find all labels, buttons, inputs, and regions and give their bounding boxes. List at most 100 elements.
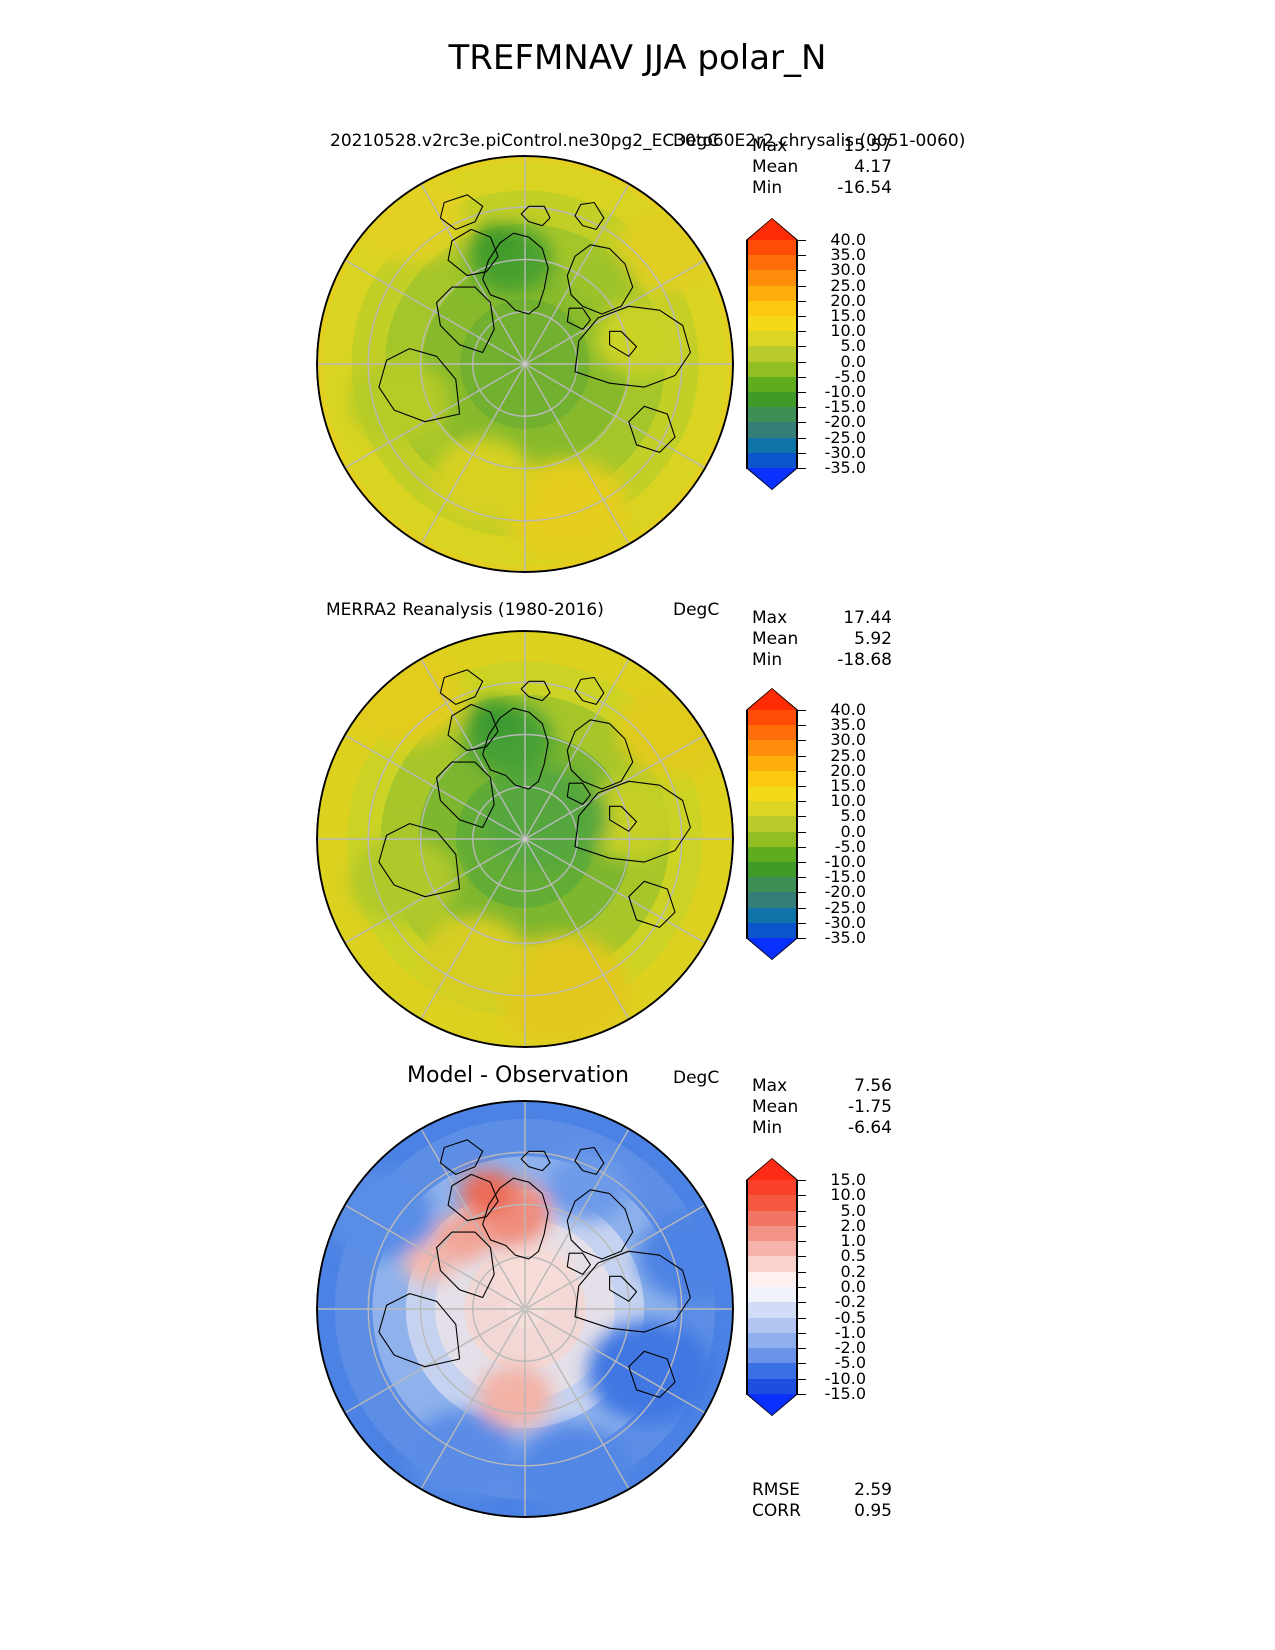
stat-row: Min -16.54 bbox=[752, 178, 892, 199]
panel-model-units: DegC bbox=[673, 131, 720, 151]
colorbar-model: 40.0 35.0 30.0 25.0 20.0 15.0 10.0 5.0 0.0 -5.0 -1… bbox=[746, 218, 866, 490]
colorbar-tick-mark bbox=[798, 437, 806, 439]
panel-difference-metrics: RMSE 2.59 CORR 0.95 bbox=[752, 1480, 892, 1522]
colorbar-tick-mark bbox=[798, 862, 806, 863]
colorbar-tick-mark bbox=[798, 1317, 806, 1319]
colorbar-observation-labels: 40.0 35.0 30.0 25.0 20.0 15.0 10.0 5.0 0.0 -5.0 -1… bbox=[808, 688, 868, 960]
colorbar-model-bottom-arrow bbox=[746, 468, 798, 490]
colorbar-tick-mark bbox=[798, 361, 806, 363]
metric-row: CORR 0.95 bbox=[752, 1501, 892, 1522]
coastline bbox=[574, 676, 605, 705]
stat-row: Mean -1.75 bbox=[752, 1097, 892, 1118]
page-title: TREFMNAV JJA polar_N bbox=[448, 38, 827, 78]
coastline bbox=[520, 205, 551, 227]
colorbar-tick-mark bbox=[798, 1287, 806, 1288]
coastline bbox=[574, 305, 691, 388]
colorbar-observation-segment bbox=[746, 846, 798, 863]
colorbar-tick-mark bbox=[798, 725, 806, 727]
colorbar-tick-label: 25.0 bbox=[830, 745, 866, 765]
colorbar-tick-mark bbox=[798, 831, 806, 833]
colorbar-difference-segment bbox=[746, 1332, 798, 1349]
colorbar-tick-mark bbox=[798, 1225, 806, 1227]
coastline bbox=[378, 348, 461, 423]
colorbar-model-segment bbox=[746, 346, 798, 363]
colorbar-tick-mark bbox=[798, 376, 806, 378]
colorbar-model-segment bbox=[746, 285, 798, 302]
colorbar-tick-label: -25.0 bbox=[824, 427, 866, 447]
colorbar-observation-segment bbox=[746, 801, 798, 817]
colorbar-observation-segment bbox=[746, 816, 798, 833]
colorbar-tick-label: -10.0 bbox=[824, 382, 866, 401]
colorbar-observation-segment bbox=[746, 831, 798, 848]
colorbar-tick-label: 40.0 bbox=[830, 230, 866, 249]
colorbar-difference-segment bbox=[746, 1225, 798, 1242]
colorbar-model-segment bbox=[746, 361, 798, 378]
stat-value: -6.64 bbox=[848, 1118, 892, 1138]
coastline bbox=[574, 780, 691, 863]
stat-value: -1.75 bbox=[848, 1097, 892, 1117]
colorbar-observation-segment bbox=[746, 907, 798, 924]
stat-row: Mean 5.92 bbox=[752, 629, 892, 650]
colorbar-tick-mark bbox=[798, 1378, 806, 1380]
colorbar-observation-bottom-arrow bbox=[746, 938, 798, 960]
metric-label: RMSE bbox=[752, 1480, 801, 1500]
polar-map-model bbox=[316, 155, 734, 573]
colorbar-tick-mark bbox=[798, 1302, 806, 1304]
pole-marker bbox=[523, 1307, 527, 1311]
colorbar-observation-segment bbox=[746, 725, 798, 741]
colorbar-difference-segment bbox=[746, 1348, 798, 1365]
colorbar-tick-mark bbox=[798, 801, 806, 803]
colorbar-difference-segment bbox=[746, 1256, 798, 1273]
colorbar-difference-labels: 15.0 10.0 5.0 2.0 1.0 0.5 0.2 0.0 -0.2 -0.5 -1.0 -2… bbox=[808, 1158, 868, 1416]
coastline bbox=[574, 1250, 691, 1333]
colorbar-tick-label: -0.5 bbox=[834, 1307, 866, 1327]
colorbar-tick-mark bbox=[798, 285, 806, 287]
coastline bbox=[628, 405, 676, 453]
colorbar-model-segment bbox=[746, 392, 798, 408]
colorbar-difference-segment bbox=[746, 1363, 798, 1380]
colorbar-tick-mark bbox=[798, 786, 806, 787]
colorbar-tick-mark bbox=[798, 392, 806, 393]
coastline bbox=[439, 1139, 484, 1175]
colorbar-observation-segment bbox=[746, 770, 798, 787]
colorbar-tick-mark bbox=[798, 877, 806, 879]
panel-observation-stats: Max 17.44 Mean 5.92 Min -18.68 bbox=[752, 608, 892, 671]
stat-label: Min bbox=[752, 650, 783, 670]
metric-value: 2.59 bbox=[854, 1480, 892, 1500]
polar-map-difference-canvas bbox=[317, 1101, 733, 1517]
coastline bbox=[566, 782, 591, 805]
panel-observation-header: MERRA2 Reanalysis (1980-2016) bbox=[326, 600, 604, 620]
colorbar-tick-mark bbox=[798, 755, 806, 757]
coastline bbox=[520, 680, 551, 702]
colorbar-tick-mark bbox=[798, 255, 806, 257]
coastline bbox=[609, 805, 638, 832]
colorbar-difference-segment bbox=[746, 1302, 798, 1319]
coastline bbox=[566, 719, 634, 790]
colorbar-tick-mark bbox=[798, 346, 806, 348]
colorbar-model-top-arrow bbox=[746, 218, 798, 240]
colorbar-tick-label: 5.0 bbox=[840, 806, 866, 826]
colorbar-tick-label: 0.5 bbox=[840, 1246, 866, 1266]
colorbar-tick-mark bbox=[798, 452, 806, 454]
panel-difference-header: Model - Observation bbox=[407, 1063, 629, 1088]
stat-row: Max 15.57 bbox=[752, 136, 892, 157]
colorbar-model-segment bbox=[746, 437, 798, 454]
colorbar-tick-label: 30.0 bbox=[830, 730, 866, 750]
panel-difference-stats: Max 7.56 Mean -1.75 Min -6.64 bbox=[752, 1076, 892, 1139]
colorbar-model-segment bbox=[746, 300, 798, 317]
colorbar-tick-mark bbox=[798, 270, 806, 272]
colorbar-tick-mark bbox=[798, 907, 806, 909]
colorbar-model-segment bbox=[746, 376, 798, 393]
colorbar-tick-mark bbox=[798, 1271, 806, 1273]
stat-label: Max bbox=[752, 1076, 788, 1096]
colorbar-observation-segment bbox=[746, 922, 798, 939]
colorbar-tick-label: -5.0 bbox=[834, 836, 866, 856]
coastline bbox=[447, 228, 499, 277]
colorbar-observation: 40.0 35.0 30.0 25.0 20.0 15.0 10.0 5.0 0.0 -5.0 -1… bbox=[746, 688, 866, 960]
stat-label: Mean bbox=[752, 629, 799, 649]
colorbar-tick-label: -0.2 bbox=[834, 1292, 866, 1312]
colorbar-tick-label: 20.0 bbox=[830, 760, 866, 780]
colorbar-difference-segment bbox=[746, 1317, 798, 1334]
colorbar-tick-mark bbox=[798, 710, 806, 711]
